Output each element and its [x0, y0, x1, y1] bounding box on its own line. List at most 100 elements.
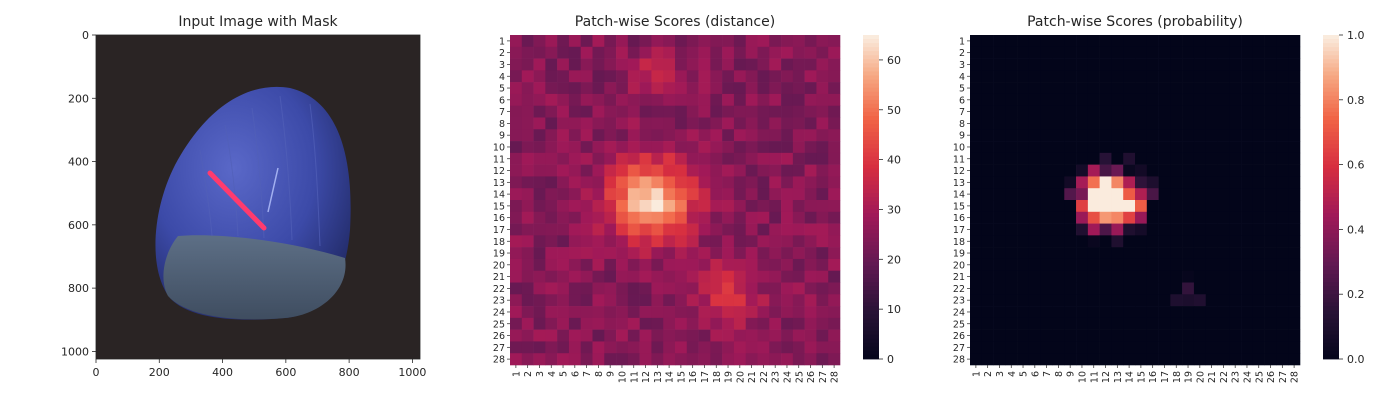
distance-cell — [533, 141, 546, 154]
distance-row-label: 15 — [493, 201, 505, 212]
distance-cell — [828, 282, 841, 295]
distance-colorbar-label: 10 — [887, 303, 901, 316]
distance-cell — [545, 188, 558, 201]
probability-cell — [1135, 223, 1148, 236]
probability-cell — [1076, 152, 1089, 165]
probability-colorbar-segment — [1323, 144, 1339, 149]
probability-cell — [1158, 294, 1171, 307]
probability-cell — [1111, 82, 1124, 95]
distance-cell — [722, 58, 735, 71]
probability-cell — [1182, 341, 1195, 354]
probability-cell — [1111, 247, 1124, 260]
probability-col-label: 25 — [1254, 371, 1265, 383]
distance-col-label: 8 — [594, 371, 605, 377]
probability-cell — [993, 70, 1006, 83]
distance-cell — [710, 341, 723, 354]
probability-cell — [1252, 117, 1265, 130]
distance-cell — [769, 152, 782, 165]
probability-cell — [1229, 164, 1242, 177]
distance-cell — [568, 176, 582, 189]
distance-cell — [733, 46, 747, 59]
distance-cell — [510, 247, 523, 260]
probability-cell — [1193, 258, 1207, 272]
probability-cell — [1217, 341, 1230, 354]
probability-cell — [1028, 70, 1042, 83]
probability-cell — [1146, 82, 1159, 95]
distance-cell — [639, 294, 652, 307]
probability-cell — [1064, 353, 1077, 366]
probability-cell — [1017, 211, 1030, 224]
distance-cell — [627, 341, 640, 354]
probability-cell — [1264, 82, 1277, 95]
probability-cell — [1205, 176, 1218, 189]
distance-row-label: 20 — [493, 260, 505, 271]
probability-cell — [1241, 282, 1254, 295]
distance-cell — [816, 188, 829, 201]
distance-cell — [592, 223, 605, 236]
probability-cell — [1288, 105, 1301, 118]
distance-row-label: 18 — [493, 237, 505, 248]
probability-cell — [1288, 247, 1301, 260]
distance-cell — [663, 282, 676, 295]
probability-cell — [1288, 164, 1301, 177]
distance-cell — [792, 35, 805, 48]
distance-cell — [792, 317, 805, 330]
distance-cell — [816, 58, 829, 71]
distance-cell — [722, 152, 735, 165]
distance-cell — [792, 247, 805, 260]
distance-cell — [627, 58, 640, 71]
probability-colorbar-segment — [1323, 334, 1339, 340]
distance-cell — [604, 117, 617, 130]
distance-cell — [616, 211, 629, 224]
distance-cell — [580, 117, 593, 130]
probability-cell — [1170, 105, 1183, 118]
distance-cell — [781, 306, 794, 319]
distance-cell — [828, 200, 841, 213]
distance-cell — [557, 93, 570, 107]
distance-row-label: 28 — [493, 355, 505, 366]
distance-colorbar-segment — [863, 152, 879, 157]
distance-cell — [651, 70, 664, 83]
probability-cell — [1276, 105, 1289, 118]
distance-cell — [639, 141, 652, 154]
distance-cell — [757, 353, 770, 366]
distance-cell — [710, 188, 723, 201]
distance-cell — [722, 176, 735, 189]
probability-cell — [1052, 164, 1065, 177]
distance-cell — [722, 117, 735, 130]
distance-cell — [580, 341, 593, 354]
probability-cell — [1205, 306, 1218, 319]
probability-cell — [993, 223, 1006, 236]
distance-cell — [568, 270, 582, 283]
probability-cell — [1135, 117, 1148, 130]
probability-cell — [970, 235, 983, 248]
distance-cell — [639, 247, 652, 260]
distance-cell — [722, 329, 735, 342]
distance-cell — [816, 82, 829, 95]
probability-cell — [1182, 105, 1195, 118]
probability-cell — [1158, 152, 1171, 165]
probability-cell — [1017, 58, 1030, 71]
distance-cell — [627, 270, 640, 283]
distance-cell — [604, 141, 617, 154]
probability-cell — [1099, 176, 1112, 189]
distance-cell — [816, 46, 829, 59]
distance-colorbar-segment — [863, 39, 879, 44]
probability-colorbar-segment — [1323, 302, 1339, 307]
probability-cell — [1076, 341, 1089, 354]
distance-cell — [651, 176, 664, 189]
distance-cell — [733, 294, 747, 307]
probability-cell — [1288, 353, 1301, 366]
distance-cell — [757, 306, 770, 319]
distance-cell — [533, 211, 546, 224]
image-y-tick-label: 600 — [68, 219, 89, 232]
distance-cell — [698, 247, 711, 260]
probability-cell — [1076, 35, 1089, 48]
probability-cell — [1252, 141, 1265, 154]
distance-cell — [733, 317, 747, 330]
distance-cell — [686, 200, 699, 213]
distance-cell — [592, 294, 605, 307]
distance-cell — [545, 211, 558, 224]
distance-cell — [698, 258, 711, 272]
